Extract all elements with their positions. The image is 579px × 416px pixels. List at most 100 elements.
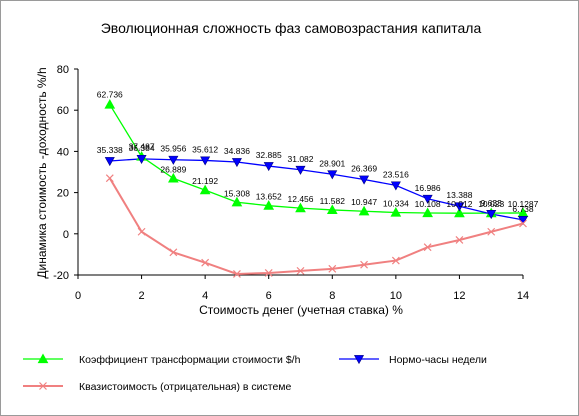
series-2-data-label: 35.338 xyxy=(97,145,123,155)
series-2-point xyxy=(295,165,306,175)
series-3-point xyxy=(296,266,305,275)
series-line-2 xyxy=(109,158,524,221)
series-3-point xyxy=(487,227,496,236)
marker-stroke xyxy=(423,243,432,252)
series-1-data-label: 37.487 xyxy=(129,142,155,152)
legend: Коэффициент трансформации стоимости $/h Н… xyxy=(23,353,487,393)
series-2-data-label: 31.082 xyxy=(288,154,314,164)
x-tick-label: 8 xyxy=(329,290,335,302)
marker-stroke xyxy=(391,256,400,265)
series-2-point xyxy=(486,210,497,220)
series-2-data-label: 13.388 xyxy=(446,190,472,200)
series-line-3 xyxy=(108,177,524,275)
x-tick-label: 14 xyxy=(517,290,529,302)
marker-stroke xyxy=(264,269,273,277)
series-2-data-label: 28.901 xyxy=(319,158,345,168)
y-tick-label: 60 xyxy=(57,105,69,117)
series-1-data-label: 21.192 xyxy=(192,176,218,186)
series-1-point xyxy=(422,207,433,218)
series-1-data-label: 15.308 xyxy=(224,188,250,198)
series-1-point xyxy=(104,99,116,109)
series-2-point xyxy=(517,216,529,226)
legend-marker-2 xyxy=(353,355,365,365)
series-3-point xyxy=(105,174,114,183)
series-1-data-label: 10.947 xyxy=(351,197,377,207)
x-axis-label: Стоимость денег (учетная ставка) % xyxy=(199,303,403,317)
series-2-data-label: 9.633 xyxy=(481,198,503,208)
series-1-data-label: 11.582 xyxy=(320,196,346,206)
series-3-point xyxy=(423,243,432,252)
legend-marker-3 xyxy=(39,382,47,390)
series-2-data-label: 34.836 xyxy=(224,146,250,156)
y-tick-label: 80 xyxy=(57,64,69,76)
y-tick-label: 0 xyxy=(63,229,69,241)
marker-stroke xyxy=(296,266,305,275)
marker-stroke xyxy=(105,174,114,183)
x-tick-label: 4 xyxy=(202,290,208,302)
series-2-point xyxy=(168,155,179,165)
series-3-point xyxy=(455,236,464,244)
marker-stroke xyxy=(201,258,210,267)
y-tick-label: -20 xyxy=(53,270,69,282)
series-2-data-label: 32.885 xyxy=(256,150,282,160)
series-1-point xyxy=(326,204,338,215)
series-2-data-label: 35.956 xyxy=(160,144,186,154)
series-2-data-label: 16.986 xyxy=(415,183,441,193)
series-3-point xyxy=(137,227,146,236)
series-1-data-label: 10.012 xyxy=(446,199,472,209)
series-2-point xyxy=(327,170,338,180)
series-1-data-label: 10.1287 xyxy=(508,199,539,209)
series-3-point xyxy=(328,264,337,273)
marker-stroke xyxy=(360,260,368,269)
axes: 0 2 4 6 8 10 12 14 -20 0 20 40 60 80 xyxy=(53,64,529,302)
series-1-data-label: 10.108 xyxy=(415,199,441,209)
series-1-point xyxy=(231,196,243,207)
series-2-point xyxy=(200,156,211,166)
series-3-point xyxy=(519,219,527,228)
series-2-data-label: 26.369 xyxy=(351,163,377,173)
series-2-data-label: 36.384 xyxy=(129,143,155,153)
series-1-data-label: 13.652 xyxy=(256,192,282,202)
y-tick-label: 40 xyxy=(57,146,69,158)
legend-marker-1 xyxy=(37,353,49,364)
marker-stroke xyxy=(455,236,464,244)
chart-title: Эволюционная сложность фаз самовозрастан… xyxy=(101,20,482,36)
series-1-point xyxy=(295,202,306,213)
series-3-point xyxy=(201,258,210,267)
series-2-point xyxy=(136,154,147,164)
x-tick-label: 10 xyxy=(390,290,402,302)
legend-label-3: Квазистоимость (отрицательная) в системе xyxy=(79,381,291,393)
series-1-point xyxy=(168,172,179,183)
x-tick-label: 2 xyxy=(139,290,145,302)
series-2-point xyxy=(359,175,370,185)
x-tick-label: 0 xyxy=(75,290,81,302)
marker-stroke xyxy=(233,270,241,278)
legend-label-2: Нормо-часы недели xyxy=(389,354,487,366)
marker-stroke xyxy=(39,382,47,390)
series-2-data-label: 35.612 xyxy=(192,144,218,154)
y-tick-label: 20 xyxy=(57,188,69,200)
marker-stroke xyxy=(519,219,527,228)
series-1-data-label: 10.023 xyxy=(478,199,504,209)
series-3-point xyxy=(264,269,273,277)
series-3-point xyxy=(169,248,178,257)
x-tick-label: 6 xyxy=(266,290,272,302)
series-line-1 xyxy=(109,104,524,214)
marker-stroke xyxy=(169,248,178,257)
series-2-point xyxy=(454,202,465,212)
series-2-data-label: 23.516 xyxy=(383,169,409,179)
series-1-data-label: 10.334 xyxy=(383,199,409,209)
series-1-data-label: 26.889 xyxy=(160,164,186,174)
marker-stroke xyxy=(137,227,146,236)
series-2-point xyxy=(263,162,274,172)
series-1-point xyxy=(454,207,465,218)
series-3-point xyxy=(233,270,241,278)
series-2-point xyxy=(422,194,433,204)
y-axis-label: Динамика стоимость -доходность %/h xyxy=(35,67,49,278)
series-1-data-label: 12.456 xyxy=(288,194,314,204)
x-tick-label: 12 xyxy=(453,290,465,302)
legend-label-1: Коэффициент трансформации стоимости $/h xyxy=(79,354,301,366)
series-2-point xyxy=(390,181,401,191)
